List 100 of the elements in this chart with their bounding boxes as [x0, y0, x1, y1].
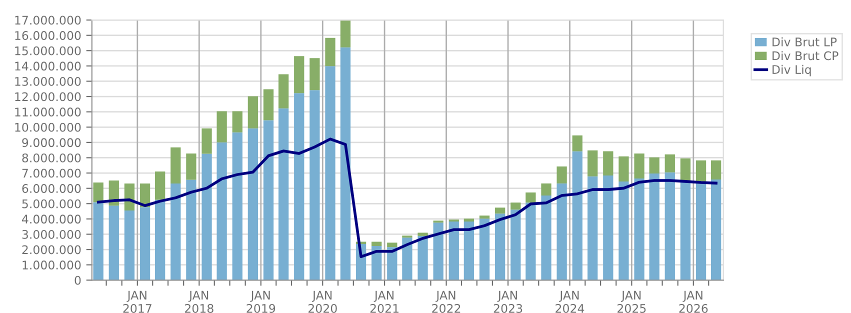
bar	[479, 216, 490, 219]
y-tick-label: 2.000.000	[22, 245, 81, 254]
y-tick-label: 15.000.000	[15, 46, 81, 56]
y-tick-label: 5.000.000	[22, 199, 81, 208]
y-tick-label: 12.000.000	[15, 92, 81, 102]
bar	[464, 218, 474, 222]
bar	[232, 111, 242, 132]
y-tick-label: 1.000.000	[22, 260, 81, 270]
x-tick-label: JAN 2025	[618, 290, 646, 313]
bar	[278, 74, 289, 108]
bar	[541, 183, 552, 196]
bar	[588, 150, 598, 176]
x-tick-label: JAN 2020	[308, 290, 337, 313]
bar	[263, 89, 274, 120]
bar	[448, 222, 459, 280]
bar	[124, 210, 135, 280]
y-tick-label: 6.000.000	[22, 184, 81, 193]
bar	[294, 93, 304, 280]
bar	[649, 173, 660, 280]
bar	[494, 214, 506, 280]
bar	[278, 108, 289, 280]
x-tick-label: JAN 2017	[123, 290, 152, 313]
bar	[510, 210, 521, 280]
line-series	[96, 138, 718, 258]
bar	[479, 218, 490, 280]
bar	[572, 135, 582, 152]
y-tick-label: 14.000.000	[15, 62, 81, 71]
y-tick-label: 4.000.000	[22, 214, 81, 224]
legend-label: Div Liq	[772, 64, 811, 76]
bar	[263, 120, 274, 280]
x-tick-label: JAN 2026	[679, 290, 708, 313]
y-tick-label: 3.000.000	[22, 230, 81, 239]
bar	[510, 202, 521, 210]
bar	[248, 128, 258, 280]
bar	[310, 58, 320, 90]
bar	[402, 238, 412, 280]
bar	[664, 172, 675, 280]
bar	[108, 206, 119, 280]
bar	[634, 178, 644, 280]
y-tick-label: 11.000.000	[15, 108, 81, 116]
y-tick-label: 16.000.000	[15, 31, 81, 40]
bar	[186, 180, 196, 280]
bar	[216, 111, 227, 142]
y-tick-label: 13.000.000	[15, 76, 81, 86]
bar	[541, 196, 552, 280]
bar	[248, 96, 258, 128]
bar	[603, 151, 614, 176]
x-tick-label: JAN 2023	[494, 290, 522, 313]
bar	[526, 192, 536, 203]
y-tick-label: 9.000.000	[22, 138, 81, 148]
x-tick-label: JAN 2022	[432, 290, 460, 313]
y-tick-label: 7.000.000	[22, 168, 81, 178]
bar	[696, 183, 706, 280]
bar	[526, 202, 536, 280]
bar	[556, 183, 567, 280]
bar	[433, 222, 444, 280]
bar	[216, 142, 227, 280]
x-tick-label: JAN 2019	[246, 290, 276, 313]
bar	[572, 151, 582, 280]
bar	[186, 153, 196, 180]
bar	[170, 147, 181, 184]
bar	[294, 56, 304, 94]
bar	[140, 207, 150, 280]
bar	[155, 172, 166, 200]
x-tick-label: JAN 2018	[184, 290, 214, 313]
bar	[649, 157, 660, 174]
bar	[464, 222, 474, 280]
legend-label: Div Brut LP	[772, 37, 837, 46]
bar	[93, 182, 104, 202]
bar	[494, 208, 506, 214]
bar	[340, 20, 351, 48]
bar	[603, 175, 614, 280]
bar	[372, 242, 382, 246]
bar	[325, 66, 336, 280]
bar	[618, 156, 629, 182]
bar	[588, 176, 598, 280]
bar	[711, 179, 722, 280]
y-tick-label: 10.000.000	[15, 122, 81, 132]
bar	[418, 236, 428, 280]
bar	[634, 153, 644, 179]
bar	[664, 154, 675, 172]
bar	[93, 202, 104, 280]
bar	[680, 181, 691, 280]
bar	[387, 242, 398, 248]
x-tick-label: JAN 2024	[556, 290, 584, 313]
bar	[325, 38, 336, 66]
bar	[170, 183, 181, 280]
bar	[680, 158, 691, 182]
bar	[202, 154, 212, 280]
y-tick-label: 8.000.000	[22, 153, 81, 162]
bar	[155, 200, 166, 280]
y-tick-label: 0	[74, 276, 81, 285]
bar	[232, 132, 242, 280]
bar	[202, 128, 212, 154]
bar	[310, 90, 320, 280]
bar	[711, 160, 722, 180]
x-tick-label: JAN 2021	[370, 290, 398, 313]
bar	[418, 232, 428, 236]
y-tick-label: 17.000.000	[15, 16, 81, 25]
bar	[618, 181, 629, 280]
